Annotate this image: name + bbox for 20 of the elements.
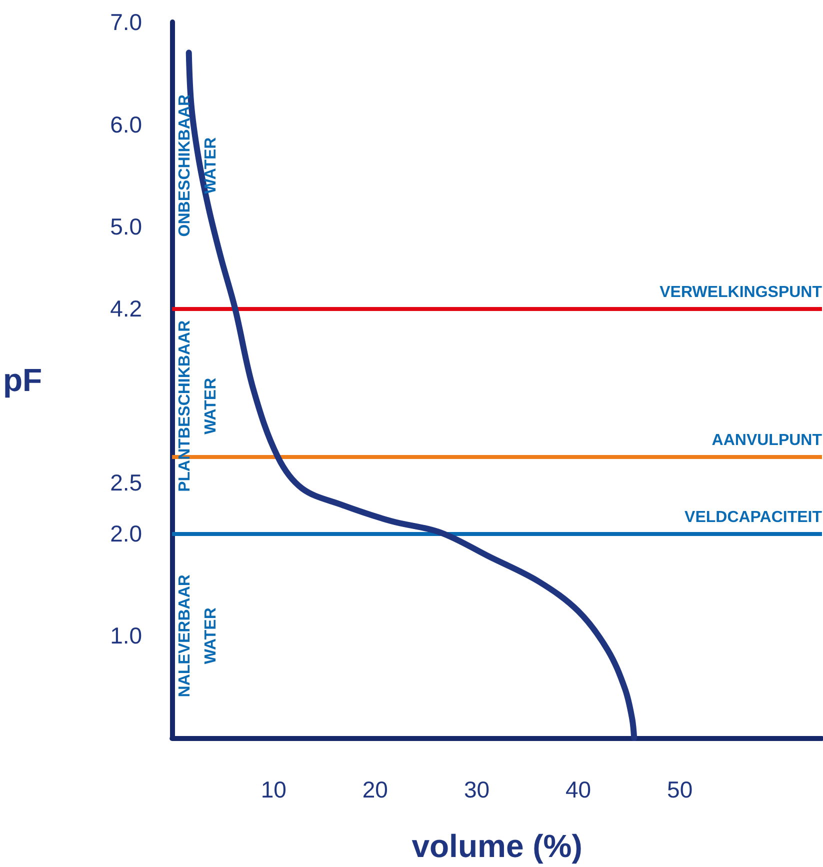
y-tick-label: 4.2 [110,295,142,322]
ref-line-label: VELDCAPACITEIT [684,508,822,526]
x-tick-label: 30 [464,776,490,802]
annotation: ONBESCHIKBAAR WATER [176,94,220,237]
y-tick-label: 7.0 [110,9,142,35]
y-tick-label: 1.0 [110,622,142,649]
y-axis-title: pF [3,362,42,398]
annotation: NALEVERBAAR WATER [176,574,220,698]
ref-line-label: AANVULPUNT [712,432,822,450]
y-tick-label: 2.5 [110,469,142,496]
x-tick-label: 20 [362,776,388,802]
y-tick-label: 5.0 [110,214,142,240]
x-tick-label: 40 [565,776,592,802]
ref-line-label: VERWELKINGSPUNT [660,284,822,301]
x-tick-label: 50 [667,776,693,802]
y-tick-label: 2.0 [110,520,142,546]
x-tick-label: 10 [260,776,286,802]
y-tick-label: 6.0 [110,111,142,138]
annotation: PLANTBESCHIKBAAR WATER [176,320,220,492]
x-axis-title: volume (%) [412,828,582,864]
